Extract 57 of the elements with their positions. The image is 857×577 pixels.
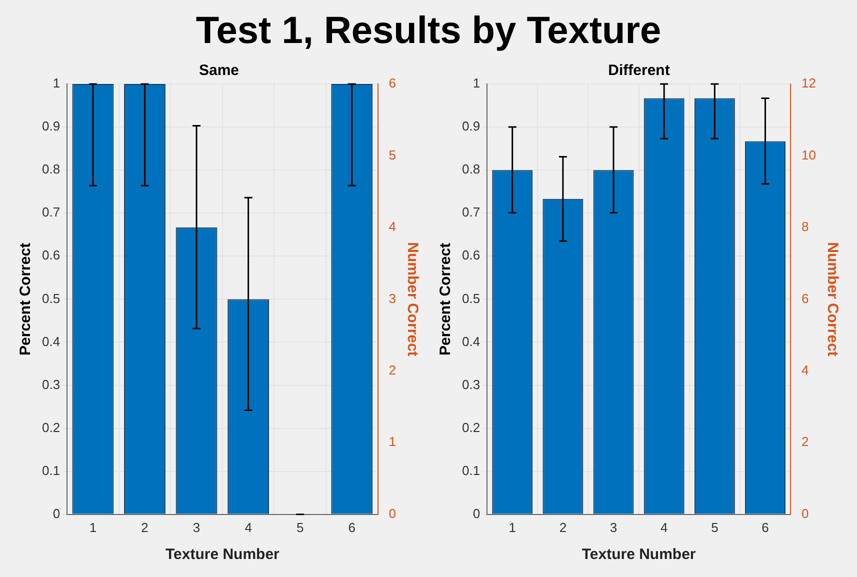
y-axis-title: Percent Correct	[16, 242, 34, 356]
y-tick-label: 0.4	[461, 334, 480, 349]
x-tick-label: 3	[192, 520, 200, 535]
x-tick-label: 5	[710, 520, 718, 535]
y-tick-label: 0.6	[461, 248, 480, 263]
x-tick-label: 1	[88, 520, 96, 535]
x-tick-label: 3	[609, 520, 617, 535]
y2-tick-label: 0	[801, 506, 808, 521]
x-axis-title: Texture Number	[581, 546, 696, 564]
y2-tick-label: 10	[801, 147, 816, 162]
y-tick-label: 0.2	[41, 420, 60, 435]
y2-tick-label: 12	[801, 76, 816, 91]
x-tick-label: 2	[140, 520, 148, 535]
y2-tick-label: 4	[801, 362, 808, 378]
y-tick-label: 0.6	[41, 248, 60, 263]
y2-tick-label: 2	[801, 434, 808, 450]
y-tick-label: 0.5	[41, 290, 60, 306]
x-tick-label: 5	[296, 520, 304, 535]
x-tick-label: 4	[660, 520, 668, 535]
y-tick-label: 0.1	[461, 462, 480, 478]
y-tick-label: 0	[472, 506, 480, 521]
chart-subtitle: Different	[608, 62, 670, 80]
y-axis-title: Percent Correct	[436, 242, 454, 356]
y-tick-label: 0.8	[461, 162, 480, 177]
y-tick-label: 1	[52, 76, 60, 91]
x-tick-label: 2	[558, 520, 566, 535]
y2-tick-label: 6	[388, 76, 396, 91]
chart-subtitle: Same	[198, 62, 239, 80]
y2-tick-label: 5	[388, 147, 396, 162]
y-tick-label: 1	[472, 76, 480, 91]
y-tick-label: 0.5	[461, 290, 480, 306]
y2-tick-label: 0	[388, 506, 396, 521]
y2-tick-label: 8	[801, 219, 808, 234]
y-tick-label: 0.9	[461, 118, 480, 134]
y-tick-label: 0.7	[461, 204, 480, 220]
y-tick-label: 0.1	[41, 462, 60, 478]
x-tick-label: 6	[761, 520, 768, 535]
y-tick-label: 0.9	[41, 118, 60, 134]
y-tick-label: 0.8	[41, 162, 60, 177]
x-tick-label: 4	[244, 520, 252, 535]
y-tick-label: 0	[52, 506, 60, 521]
y2-tick-label: 1	[388, 434, 396, 450]
y-tick-label: 0.3	[41, 376, 60, 392]
y-tick-label: 0.3	[461, 376, 480, 392]
chart-title: Test 1, Results by Texture	[194, 9, 662, 54]
y2-tick-label: 6	[801, 290, 808, 306]
x-tick-label: 6	[348, 520, 355, 535]
y2-axis-title: Number Correct	[403, 242, 420, 356]
y-tick-label: 0.7	[41, 204, 60, 220]
y2-tick-label: 2	[388, 362, 396, 378]
y2-axis-title: Number Correct	[823, 242, 840, 356]
y-tick-label: 0.4	[41, 334, 60, 349]
x-tick-label: 1	[508, 520, 516, 535]
y-tick-label: 0.2	[461, 420, 480, 435]
y2-tick-label: 3	[388, 290, 396, 306]
y2-tick-label: 4	[388, 219, 396, 234]
x-axis-title: Texture Number	[164, 546, 280, 564]
